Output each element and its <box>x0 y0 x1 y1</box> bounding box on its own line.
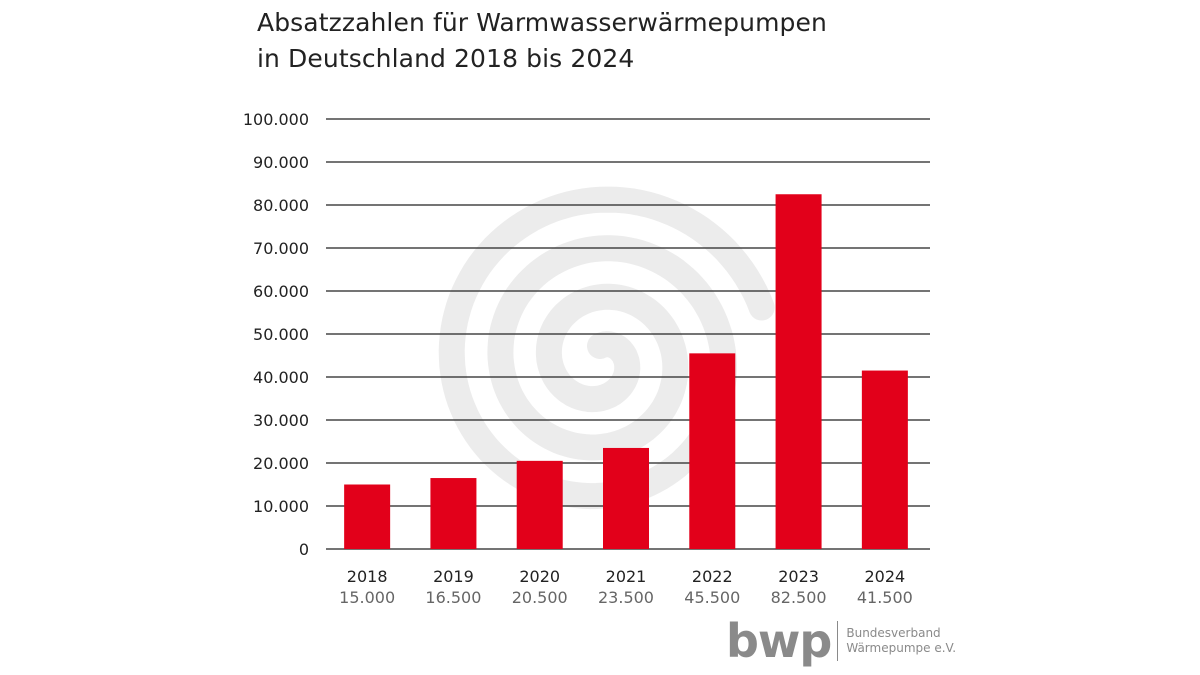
bar-2021 <box>603 447 649 549</box>
x-category-label: 2024 <box>864 567 905 586</box>
bwp-logo: bwp Bundesverband Wärmepumpe e.V. <box>726 618 956 664</box>
x-category-label: 2020 <box>519 567 560 586</box>
bar-2019 <box>430 478 477 549</box>
x-value-label: 41.500 <box>857 588 913 607</box>
logo-text-line-1: Bundesverband <box>846 626 941 640</box>
bar-2024 <box>861 370 908 549</box>
x-value-label: 15.000 <box>339 588 395 607</box>
bar-2023 <box>775 194 822 549</box>
y-tick-label: 30.000 <box>253 411 309 430</box>
swirl-path <box>438 186 775 510</box>
bar-2022 <box>689 353 736 549</box>
logo-text-line-2: Wärmepumpe e.V. <box>846 641 957 655</box>
chart-title-line-2: in Deutschland 2018 bis 2024 <box>257 44 635 73</box>
y-tick-label: 60.000 <box>253 282 309 301</box>
x-value-label: 16.500 <box>425 588 481 607</box>
y-tick-label: 20.000 <box>253 454 309 473</box>
y-tick-label: 70.000 <box>253 239 309 258</box>
x-category-label: 2021 <box>606 567 647 586</box>
y-tick-label: 10.000 <box>253 497 309 516</box>
swirl-watermark-icon <box>438 186 775 510</box>
x-value-label: 45.500 <box>684 588 740 607</box>
chart-title-line-1: Absatzzahlen für Warmwasserwärmepumpen <box>257 8 827 37</box>
y-tick-label: 90.000 <box>253 153 309 172</box>
x-value-label: 20.500 <box>512 588 568 607</box>
x-category-label: 2022 <box>692 567 733 586</box>
bar-2020 <box>516 460 563 549</box>
y-tick-label: 0 <box>299 540 309 559</box>
x-category-label: 2023 <box>778 567 819 586</box>
x-value-label: 23.500 <box>598 588 654 607</box>
x-value-label: 82.500 <box>771 588 827 607</box>
y-tick-label: 100.000 <box>243 110 309 129</box>
bwp-logo-mark: bwp <box>726 614 832 668</box>
y-tick-label: 50.000 <box>253 325 309 344</box>
y-tick-label: 40.000 <box>253 368 309 387</box>
y-tick-label: 80.000 <box>253 196 309 215</box>
x-category-label: 2018 <box>347 567 388 586</box>
bar-2018 <box>344 484 391 549</box>
logo-divider <box>837 621 839 661</box>
x-category-label: 2019 <box>433 567 474 586</box>
